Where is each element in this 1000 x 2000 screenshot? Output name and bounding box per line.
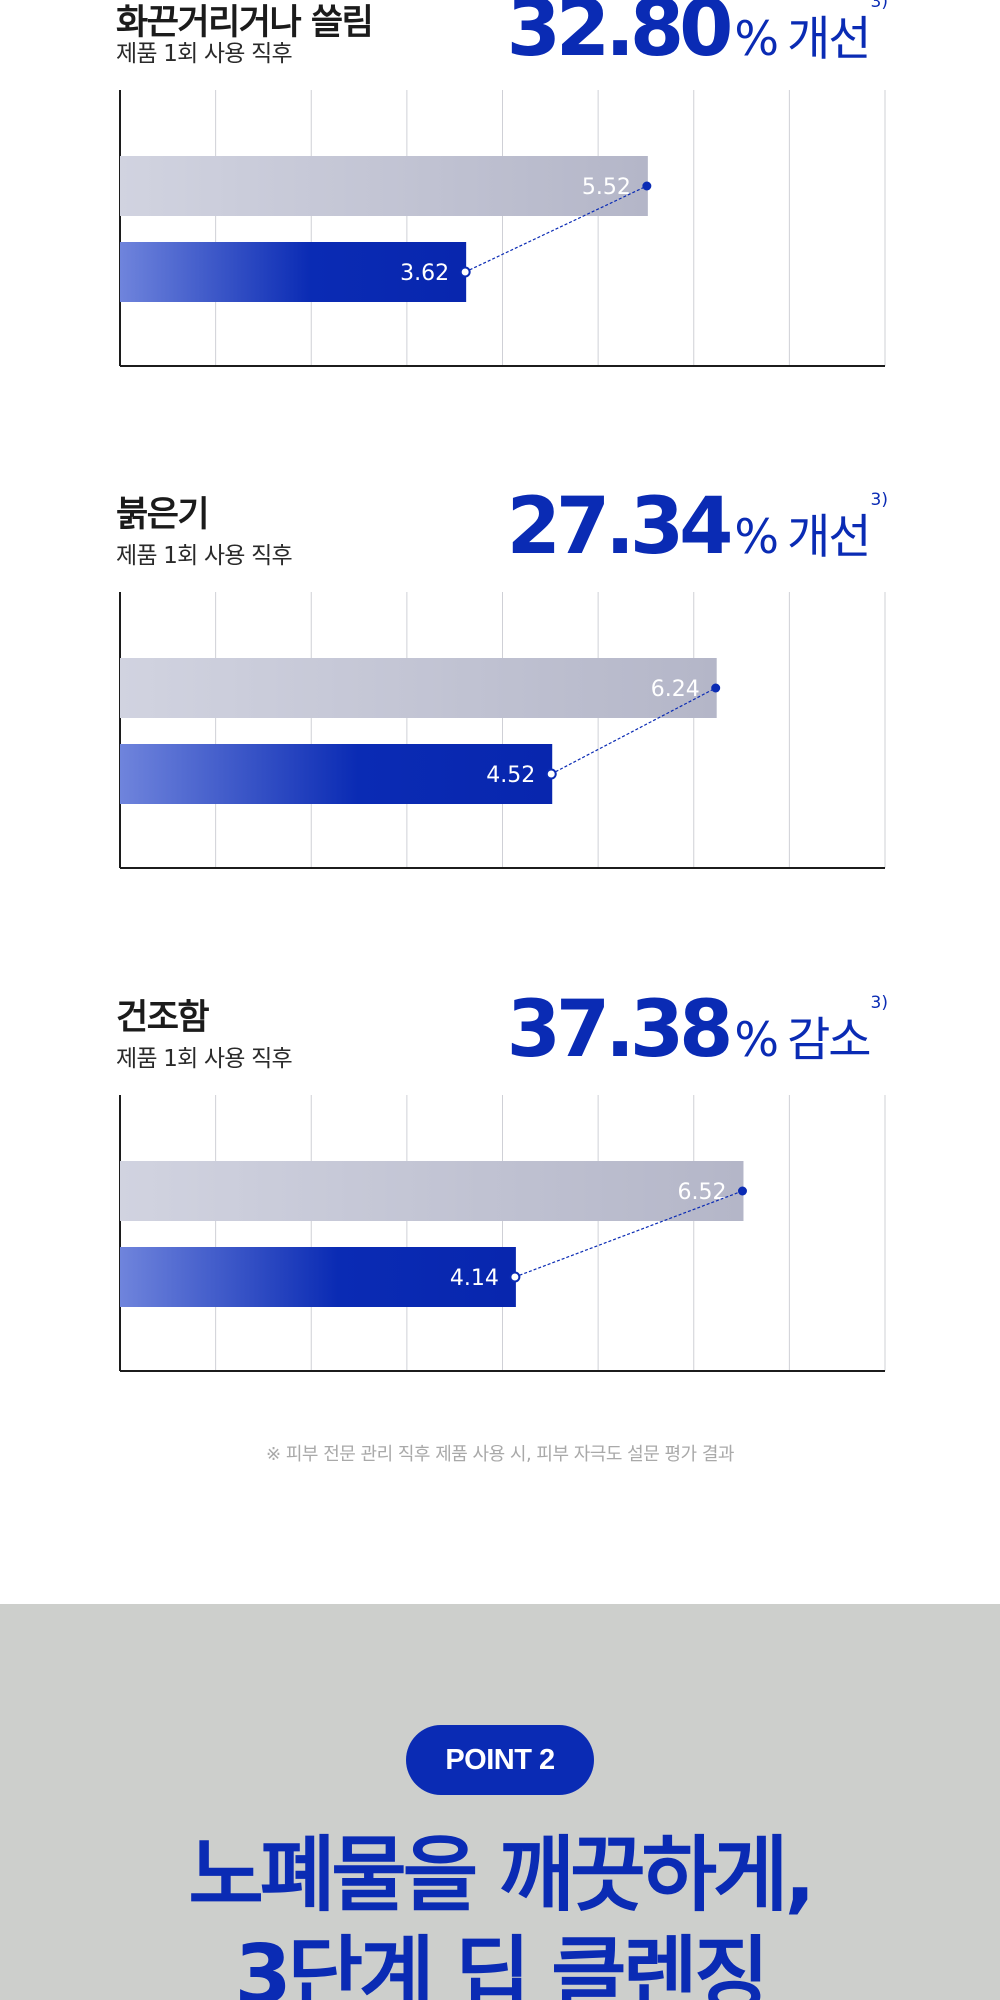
chart-title: 화끈거리거나 쓸림 <box>116 3 374 43</box>
improvement-value: 27.34 <box>506 482 734 572</box>
footnote-mark: 3) <box>870 0 888 12</box>
footnote-mark: 3) <box>870 490 888 510</box>
footnote-mark: 3) <box>870 993 888 1013</box>
bar-chart-dryness: 6.52 4.14 <box>119 1095 886 1372</box>
chart-title: 붉은기 <box>116 495 210 535</box>
improvement-value: 37.38 <box>506 985 734 1075</box>
headline-line-1: 노폐물을 깨끗하게, <box>188 1828 815 1923</box>
bar-before <box>120 658 717 718</box>
connector-line <box>464 185 648 273</box>
improvement-word: 개선 <box>787 510 871 565</box>
improvement-unit: % <box>734 1013 780 1068</box>
data-label-before: 6.24 <box>651 677 700 702</box>
bar-before <box>120 156 648 216</box>
chart-block-redness: 붉은기 제품 1회 사용 직후 27.34% 개선3) 6.24 4.52 <box>0 486 1000 886</box>
bar-chart-redness: 6.24 4.52 <box>119 592 886 869</box>
data-label-after: 4.52 <box>486 763 535 788</box>
data-label-before: 5.52 <box>582 175 631 200</box>
headline-line-2: 3단계 딥 클렌징 <box>234 1928 770 2000</box>
point-headline: 노폐물을 깨끗하게, 3단계 딥 클렌징 <box>0 1826 1000 2000</box>
bar-chart-burning: 5.52 3.62 <box>119 90 886 367</box>
chart-subtitle: 제품 1회 사용 직후 <box>116 543 293 569</box>
marker-before <box>642 181 652 191</box>
bar-after <box>120 1247 516 1307</box>
data-label-after: 3.62 <box>400 261 449 286</box>
marker-before <box>737 1186 747 1196</box>
chart-block-burning: 화끈거리거나 쓸림 제품 1회 사용 직후 32.80% 개선3) 5.52 3.6… <box>0 0 1000 384</box>
marker-after <box>459 266 471 278</box>
marker-after <box>509 1271 521 1283</box>
improvement-unit: % <box>734 510 780 565</box>
chart-subtitle: 제품 1회 사용 직후 <box>116 1046 293 1072</box>
improvement-word: 감소 <box>787 1013 871 1068</box>
chart-block-dryness: 건조함 제품 1회 사용 직후 37.38% 감소3) 6.52 4.14 <box>0 989 1000 1389</box>
chart-title: 건조함 <box>116 998 210 1038</box>
improvement-stat: 32.80% 개선3) <box>507 0 888 68</box>
bar-after <box>120 744 553 804</box>
marker-after <box>545 768 557 780</box>
marker-before <box>711 683 721 693</box>
improvement-stat: 27.34% 개선3) <box>507 488 888 566</box>
data-label-before: 6.52 <box>677 1180 726 1205</box>
improvement-unit: % <box>734 12 780 67</box>
connector-line <box>514 1190 743 1278</box>
improvement-value: 32.80 <box>506 0 734 74</box>
data-label-after: 4.14 <box>450 1266 499 1291</box>
connector-line <box>550 687 716 775</box>
survey-footnote: ※ 피부 전문 관리 직후 제품 사용 시, 피부 자극도 설문 평가 결과 <box>266 1444 734 1465</box>
point-badge: POINT 2 <box>406 1725 594 1795</box>
bar-before <box>120 1161 744 1221</box>
point-section: POINT 2 노폐물을 깨끗하게, 3단계 딥 클렌징 <box>0 1604 1000 2000</box>
improvement-stat: 37.38% 감소3) <box>507 991 888 1069</box>
bar-after <box>120 242 467 302</box>
chart-subtitle: 제품 1회 사용 직후 <box>116 41 293 67</box>
improvement-word: 개선 <box>787 12 871 67</box>
